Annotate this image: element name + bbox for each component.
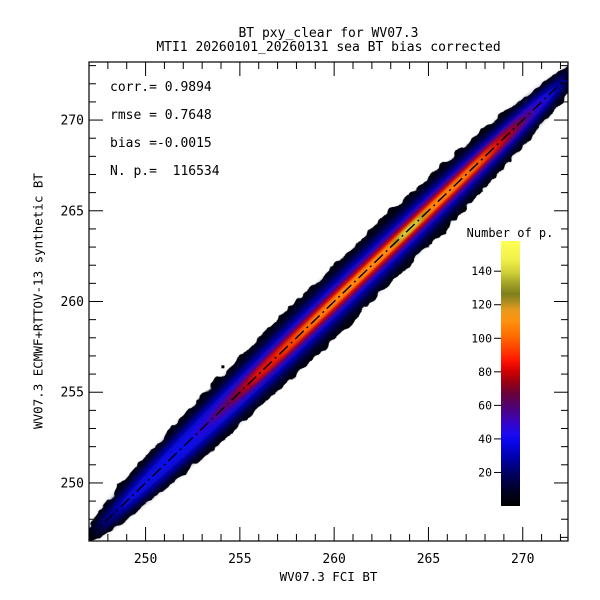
colorbar-tick-label: 80 bbox=[478, 365, 492, 379]
y-tick-label: 250 bbox=[61, 476, 84, 491]
y-axis-title: WV07.3 ECMWF+RTTOV-13 synthetic BT bbox=[30, 173, 46, 429]
colorbar-tick-label: 120 bbox=[471, 298, 492, 312]
outlier-point bbox=[221, 365, 225, 369]
colorbar-tick-label: 140 bbox=[471, 264, 492, 278]
x-tick-label: 255 bbox=[228, 552, 251, 567]
x-tick-label: 265 bbox=[417, 552, 440, 567]
colorbar bbox=[501, 241, 520, 506]
x-axis-title: WV07.3 FCI BT bbox=[279, 569, 378, 584]
stat-npoints: N. p.= 116534 bbox=[110, 164, 220, 179]
plot-title: BT pxy_clear for WV07.3 bbox=[238, 26, 419, 41]
stat-bias: bias =-0.0015 bbox=[110, 136, 212, 151]
stat-corr: corr.= 0.9894 bbox=[110, 80, 212, 95]
colorbar-title: Number of p. bbox=[466, 226, 554, 240]
colorbar-tick-label: 100 bbox=[471, 331, 492, 345]
colorbar-tick-label: 20 bbox=[478, 465, 492, 479]
y-tick-label: 255 bbox=[61, 386, 84, 401]
x-tick-label: 270 bbox=[511, 552, 534, 567]
y-tick-label: 270 bbox=[61, 114, 84, 129]
plot-subtitle: MTI1 20260101_20260131 sea BT bias corre… bbox=[156, 40, 501, 55]
y-tick-label: 260 bbox=[61, 295, 84, 310]
colorbar-tick-label: 40 bbox=[478, 432, 492, 446]
identity-line bbox=[89, 75, 568, 538]
x-tick-label: 250 bbox=[134, 552, 157, 567]
x-tick-label: 260 bbox=[322, 552, 345, 567]
stat-rmse: rmse = 0.7648 bbox=[110, 108, 212, 123]
y-tick-label: 265 bbox=[61, 204, 84, 219]
colorbar-tick-label: 60 bbox=[478, 398, 492, 412]
